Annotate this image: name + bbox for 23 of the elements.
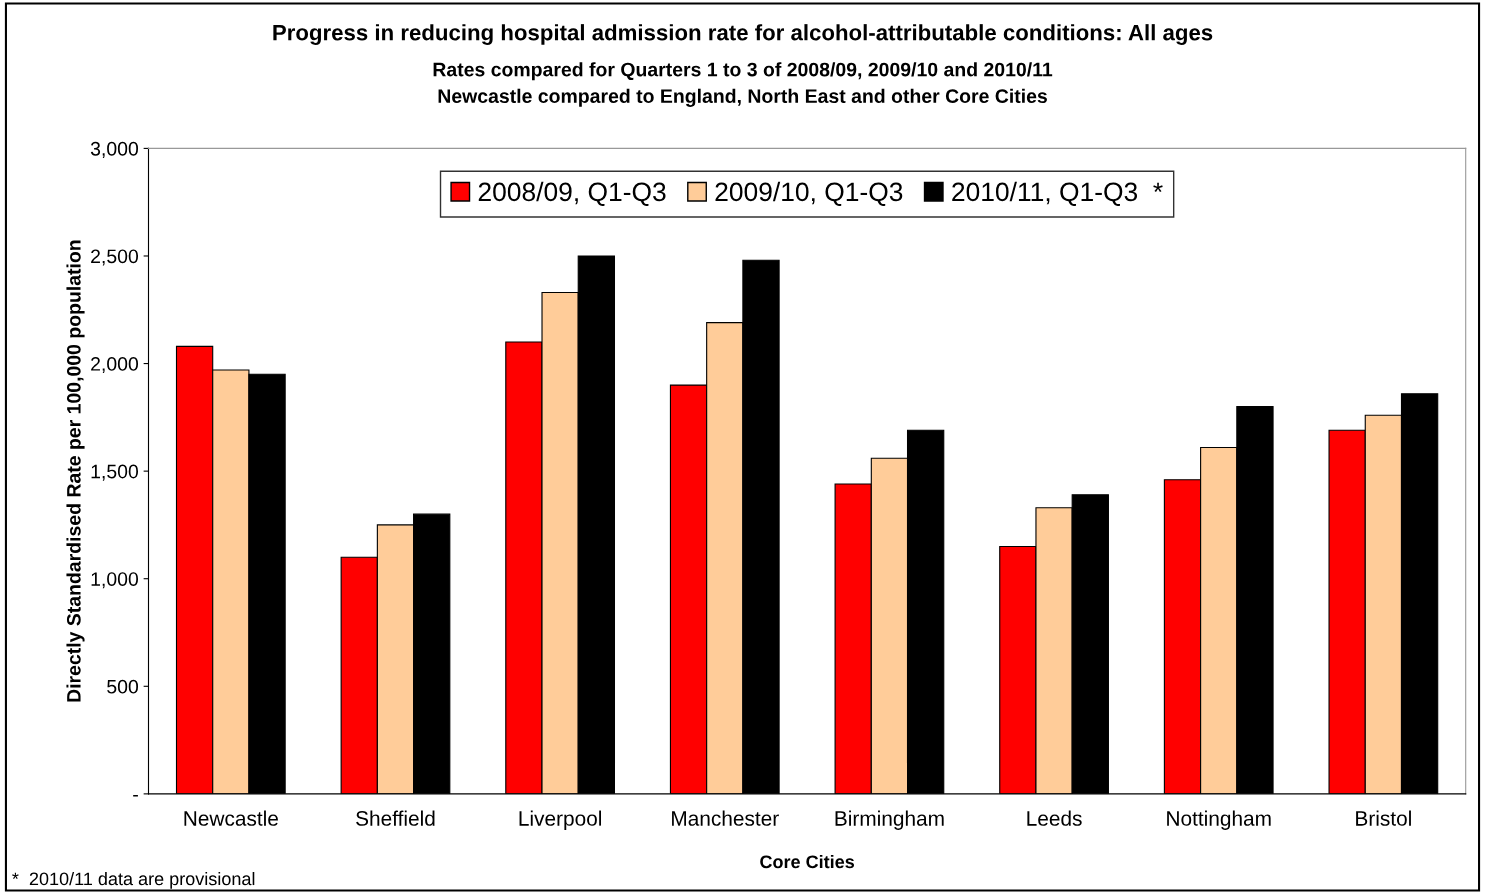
text: * 2010/11 data are provisional bbox=[12, 871, 255, 889]
x-axis-title: Core Cities bbox=[760, 854, 855, 869]
x-tick-label: Nottingham bbox=[1167, 810, 1271, 830]
y-axis-title: Directly Standardised Rate per 100,000 population bbox=[66, 240, 85, 702]
legend-label: 2009/10, Q1-Q3 bbox=[715, 181, 903, 206]
x-tick-label: Liverpool bbox=[519, 810, 602, 830]
y-tick-label: 500 bbox=[107, 679, 139, 694]
y-tick-label: 2,000 bbox=[91, 357, 139, 374]
y-tick-label: 1,500 bbox=[91, 464, 139, 481]
x-tick-label: Newcastle bbox=[184, 810, 278, 826]
y-tick-label: - bbox=[133, 794, 138, 797]
y-tick-label: 2,500 bbox=[91, 249, 139, 266]
chart-title: Progress in reducing hospital admission rate for alcohol-attributable conditions: All ages bbox=[273, 24, 1213, 45]
x-tick-label: Bristol bbox=[1356, 810, 1411, 826]
x-tick-label: Leeds bbox=[1027, 810, 1082, 826]
legend-label: 2010/11, Q1-Q3 * bbox=[952, 181, 1163, 206]
legend-label: 2008/09, Q1-Q3 bbox=[478, 181, 666, 206]
chart-subtitle: Rates compared for Quarters 1 to 3 of 2008/09, 2009/10 and 2010/11 Newcastle compared to England, North East and other Core Cities bbox=[433, 62, 1053, 107]
y-tick-label: 1,000 bbox=[91, 572, 139, 589]
x-tick-label: Sheffield bbox=[356, 810, 435, 826]
x-tick-label: Birmingham bbox=[835, 810, 944, 830]
x-tick-label: Manchester bbox=[672, 810, 779, 826]
y-tick-label: 3,000 bbox=[90, 141, 139, 158]
